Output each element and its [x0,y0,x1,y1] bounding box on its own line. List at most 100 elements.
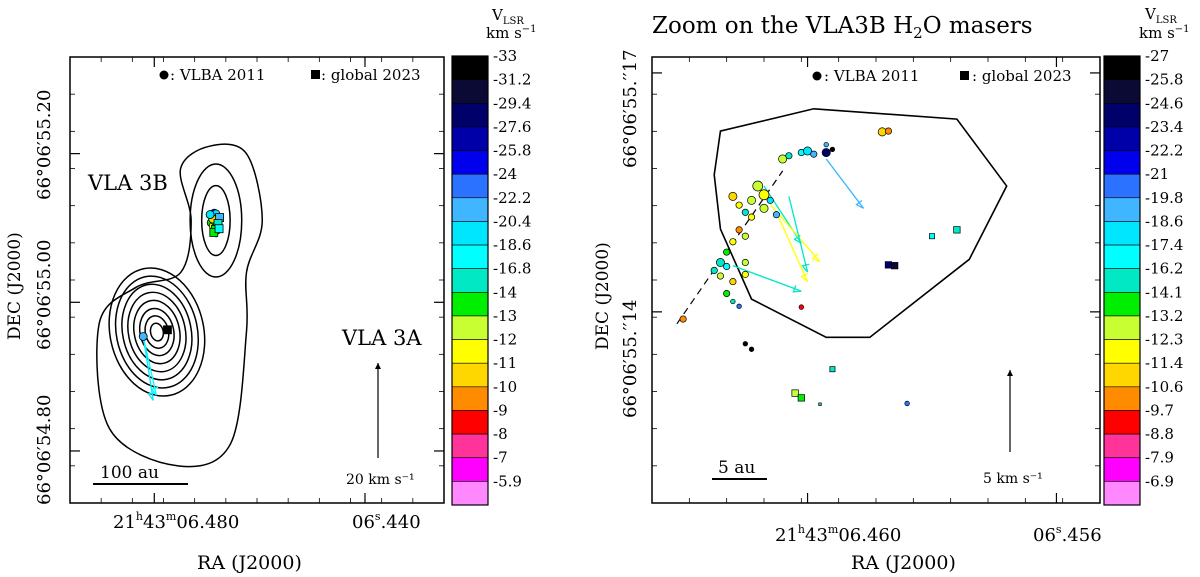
vlba-maser-point [823,141,829,148]
motion-arrow-head [800,273,809,283]
vlba-maser-point [747,195,757,205]
vlba-maser-point [798,304,804,310]
colorbar-tick-label: -16.8 [493,260,531,278]
vlba-maser-point [741,258,749,267]
vlba-maser-point [884,127,892,135]
global-maser-point [818,402,822,406]
right-ylabel: DEC (J2000) [593,242,613,350]
global-maser-point [829,366,836,373]
right-title: Zoom on the VLA3B H2O masers [652,13,1033,42]
vlba-maser-point [741,232,749,240]
vlba-maser-point [716,272,724,280]
left-ytick-2: 66°06′55.00 [34,240,55,350]
colorbar-cell [1103,102,1141,128]
vlba-maser-point [752,180,764,192]
colorbar-tick-label: -18.6 [1145,212,1183,230]
contour-3A [133,299,181,365]
colorbar-tick-label: -14 [493,283,517,301]
global-maser-point [791,389,799,397]
colorbar-tick-label: -29.4 [493,94,531,112]
vlba-maser-point [758,189,770,201]
colorbar-cell [1103,244,1141,269]
left-axis-ticks [70,57,444,503]
colorbar-cell [1103,292,1141,317]
left-legend-vlba-label: : VLBA 2011 [170,66,265,84]
colorbar-cell [1103,268,1141,293]
colorbar-tick-label: -16.2 [1145,260,1183,278]
colorbar-tick-label: -22.2 [1145,142,1183,160]
left-ylabel: DEC (J2000) [5,232,25,340]
colorbar-tick-label: -6.9 [1145,472,1174,490]
colorbar-tick-label: -9.7 [1145,401,1174,419]
colorbar-tick-label: -8.8 [1145,425,1174,443]
vlba-maser-point [723,289,731,298]
vlba-maser-point [766,196,774,204]
right-plot-frame [651,56,1101,504]
colorbar-cell [451,79,489,104]
colorbar-cell [1103,433,1141,459]
vlba-maser-point [729,238,737,246]
global-maser-point [929,233,935,240]
vlba-maser-point [735,201,743,209]
colorbar-cell [451,150,489,175]
right-xlabel: RA (J2000) [851,552,956,574]
right-cbar-unit: km s−1 [1139,24,1190,42]
vlba-maser-point [772,211,780,219]
right-cbar-title: VLSR [1144,5,1177,26]
left-velocity-label: 20 km s⁻¹ [346,472,415,488]
colorbar-cell [451,339,489,364]
right-legend-global-label: : global 2023 [972,67,1072,85]
vlba-maser-point [728,191,738,201]
right-legend-vlba-marker [812,71,822,81]
colorbar-tick-label: -27.6 [493,118,531,136]
colorbar-tick-label: -23.4 [1145,118,1183,136]
colorbar-tick-label: -10.6 [1145,378,1183,396]
vlba-maser-point [904,400,910,407]
colorbar-cell [1103,481,1141,506]
vlba-maser-point [810,150,818,158]
colorbar-cell [1103,150,1141,175]
right-scalebar-label: 5 au [718,458,755,478]
contour-3A [149,322,165,342]
vlba-maser-point [829,146,836,153]
vlba-maser-point [741,270,749,278]
right-velocity-label: 5 km s⁻¹ [983,471,1043,487]
colorbar-tick-label: -19.8 [1145,189,1183,207]
colorbar-cell [1103,457,1141,482]
contour-3A [127,291,187,373]
colorbar-cell [1103,386,1141,411]
colorbar-cell [451,173,489,199]
left-colorbar: -33 -31.2 -29.4 -27.6 -25.8 -24 -22.2 -20.4 -18.… [451,47,531,506]
motion-arrow [825,158,865,209]
vlba-maser-point [821,148,831,158]
colorbar-tick-label: -33 [493,47,517,65]
right-legend-global-marker [960,71,969,80]
vlba-maser-point [729,278,737,286]
colorbar-cell [451,292,489,317]
right-panel: Zoom on the VLA3B H2O masers : VLBA 2011… [593,5,1190,574]
left-xtick-1: 21h43m06.480 [113,510,239,533]
colorbar-tick-label: -21 [1145,165,1169,183]
right-ytick-1: 66°06′55.′′17 [620,49,641,168]
colorbar-tick-label: -9 [493,401,508,419]
colorbar-tick-label: -7.9 [1145,449,1174,467]
right-colorbar: -27 -25.8 -24.6 -23.4 -22.2 -21 -19.8 -18.6 -17.… [1103,47,1183,506]
motion-arrow-head [801,263,810,273]
colorbar-cell [451,268,489,293]
motion-arrow [763,185,802,244]
colorbar-cell [451,102,489,128]
colorbar-cell [451,457,489,482]
colorbar-cell [1103,55,1141,80]
contour-outer [96,143,264,468]
right-axis-ticks [652,57,1100,503]
colorbar-cell [1103,410,1141,435]
global-maser-point [163,325,172,335]
vlba-maser-point [723,262,731,271]
vlba-maser-point [759,203,769,213]
colorbar-cell [1103,79,1141,104]
colorbar-tick-label: -10 [493,378,517,396]
colorbar-cell [451,197,489,222]
global-maser-point [797,394,805,402]
colorbar-cell [1103,126,1141,151]
